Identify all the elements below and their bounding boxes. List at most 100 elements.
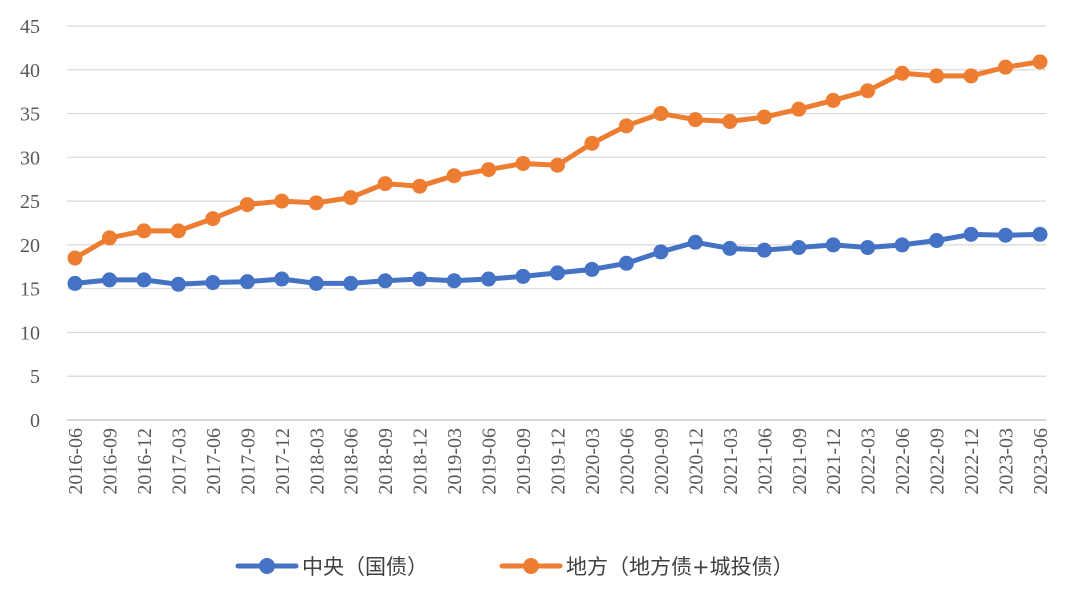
data-point bbox=[756, 109, 772, 125]
x-tick-label: 2018-12 bbox=[410, 428, 432, 495]
y-axis: 0 5 10 15 20 25 30 35 40 45 bbox=[20, 16, 40, 432]
data-point bbox=[446, 168, 462, 184]
x-tick-label: 2017-09 bbox=[237, 428, 259, 495]
data-point bbox=[618, 255, 634, 271]
x-tick-label: 2018-03 bbox=[306, 428, 328, 495]
data-point bbox=[205, 275, 221, 291]
x-tick-label: 2022-09 bbox=[927, 428, 949, 495]
x-tick-label: 2021-03 bbox=[720, 428, 742, 495]
x-tick-label: 2021-09 bbox=[789, 428, 811, 495]
data-point bbox=[653, 244, 669, 260]
data-point bbox=[274, 193, 290, 209]
data-point bbox=[412, 178, 428, 194]
x-tick-label: 2018-09 bbox=[375, 428, 397, 495]
legend: 中央（国债） 地方（地方债+城投债） bbox=[235, 555, 794, 579]
data-point bbox=[377, 273, 393, 289]
data-point bbox=[894, 65, 910, 81]
x-tick-label: 2022-06 bbox=[892, 428, 914, 495]
x-tick-label: 2022-12 bbox=[961, 428, 983, 495]
x-tick-label: 2021-12 bbox=[823, 428, 845, 495]
data-point bbox=[550, 157, 565, 173]
data-point bbox=[618, 118, 634, 134]
legend-item: 中央（国债） bbox=[235, 555, 428, 579]
data-point bbox=[791, 101, 807, 117]
legend-item: 地方（地方债+城投债） bbox=[499, 555, 794, 579]
data-point bbox=[791, 240, 807, 256]
data-point bbox=[446, 273, 462, 289]
data-point bbox=[343, 190, 359, 206]
x-tick-label: 2023-06 bbox=[1030, 428, 1052, 495]
x-tick-label: 2017-12 bbox=[272, 428, 294, 495]
data-point bbox=[377, 176, 393, 192]
y-tick-label: 30 bbox=[20, 147, 40, 169]
series-1 bbox=[67, 226, 1048, 292]
series-2 bbox=[67, 54, 1048, 266]
data-point bbox=[550, 265, 565, 281]
x-tick-label: 2018-06 bbox=[341, 428, 363, 495]
data-point bbox=[136, 223, 152, 239]
data-point bbox=[67, 275, 83, 291]
x-tick-label: 2022-03 bbox=[858, 428, 880, 495]
data-point bbox=[239, 274, 255, 290]
data-point bbox=[274, 271, 290, 287]
data-point bbox=[170, 276, 186, 292]
x-tick-label: 2019-06 bbox=[479, 428, 501, 495]
x-tick-label: 2016-12 bbox=[134, 428, 156, 495]
data-point bbox=[963, 226, 979, 242]
y-tick-label: 15 bbox=[20, 279, 40, 301]
x-tick-label: 2019-09 bbox=[513, 428, 535, 495]
data-point bbox=[963, 68, 979, 84]
data-point bbox=[687, 112, 703, 128]
x-tick-label: 2020-03 bbox=[582, 428, 604, 495]
data-point bbox=[998, 227, 1014, 243]
data-point bbox=[515, 155, 531, 171]
data-point bbox=[722, 240, 738, 256]
data-point bbox=[998, 59, 1014, 75]
data-point bbox=[929, 68, 945, 84]
data-point bbox=[101, 272, 117, 288]
data-point bbox=[929, 233, 945, 249]
data-point bbox=[825, 92, 841, 108]
data-point bbox=[584, 135, 600, 151]
x-tick-label: 2019-12 bbox=[548, 428, 570, 495]
x-axis: 2016-06 2016-09 2016-12 2017-03 2017-06 2017-… bbox=[65, 428, 1052, 495]
data-point bbox=[756, 242, 772, 258]
data-point bbox=[860, 240, 876, 256]
data-point bbox=[481, 271, 497, 287]
series-layer bbox=[67, 54, 1048, 292]
data-point bbox=[412, 271, 428, 287]
y-tick-label: 5 bbox=[30, 366, 40, 388]
data-point bbox=[1032, 226, 1048, 242]
data-point bbox=[308, 275, 324, 291]
y-tick-label: 10 bbox=[20, 322, 40, 344]
data-point bbox=[722, 113, 738, 129]
x-tick-label: 2017-03 bbox=[168, 428, 190, 495]
y-tick-label: 40 bbox=[20, 60, 40, 82]
legend-label: 中央（国债） bbox=[302, 555, 428, 579]
data-point bbox=[860, 83, 876, 99]
data-point bbox=[136, 272, 152, 288]
x-tick-label: 2017-06 bbox=[203, 428, 225, 495]
y-tick-label: 45 bbox=[20, 16, 40, 38]
y-tick-label: 0 bbox=[30, 410, 40, 432]
x-tick-label: 2023-03 bbox=[996, 428, 1018, 495]
x-tick-label: 2021-06 bbox=[754, 428, 776, 495]
data-point bbox=[67, 250, 83, 266]
data-point bbox=[1032, 54, 1048, 70]
data-point bbox=[239, 197, 255, 213]
gridlines bbox=[67, 25, 1046, 421]
data-point bbox=[308, 195, 324, 211]
x-tick-label: 2019-03 bbox=[444, 428, 466, 495]
x-tick-label: 2016-06 bbox=[65, 428, 87, 495]
x-tick-label: 2020-06 bbox=[616, 428, 638, 495]
y-tick-label: 35 bbox=[20, 104, 40, 126]
y-tick-label: 25 bbox=[20, 191, 40, 213]
data-point bbox=[205, 211, 221, 227]
x-tick-label: 2016-09 bbox=[99, 428, 121, 495]
data-point bbox=[687, 234, 703, 250]
legend-label: 地方（地方债+城投债） bbox=[566, 555, 794, 579]
data-point bbox=[584, 261, 600, 277]
data-point bbox=[825, 237, 841, 253]
